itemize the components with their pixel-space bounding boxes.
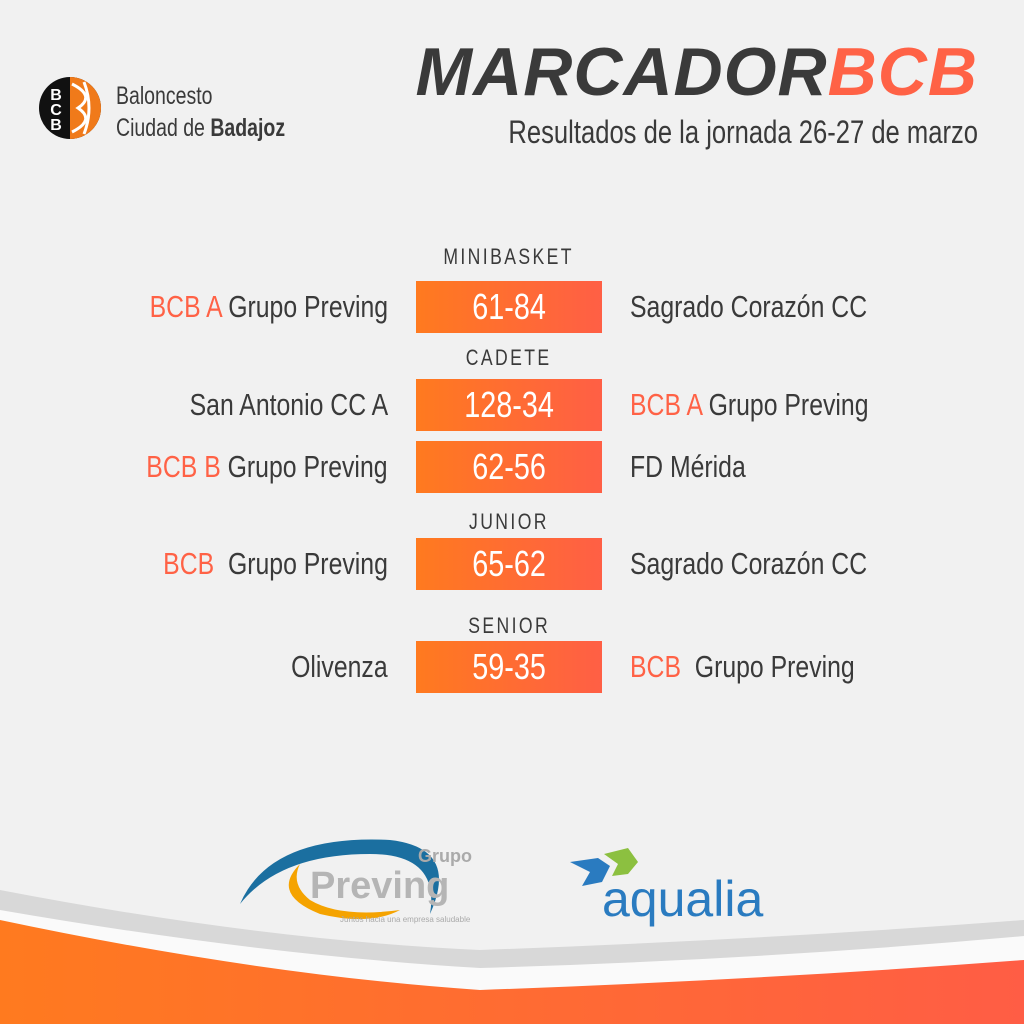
score-box: 59-35: [416, 641, 602, 693]
decorative-wave: [0, 890, 1024, 1024]
club-name-line2: Ciudad de Badajoz: [116, 114, 286, 142]
home-team: San Antonio CC A: [189, 387, 388, 422]
score-box: 62-56: [416, 441, 602, 493]
away-team: BCB Grupo Preving: [630, 649, 855, 684]
category-label: SENIOR: [468, 613, 550, 638]
aqualia-logo: aqualia: [570, 848, 763, 927]
away-team: FD Mérida: [630, 449, 746, 484]
away-team: Sagrado Corazón CC: [630, 289, 868, 324]
preving-logo: Grupo Preving Juntos hacia una empresa s…: [240, 839, 472, 924]
bcb-logo: B C B: [39, 77, 101, 139]
svg-text:C: C: [50, 102, 62, 119]
subtitle: Resultados de la jornada 26-27 de marzo: [508, 114, 978, 150]
score-box: 65-62: [416, 538, 602, 590]
preving-name-text: Preving: [310, 865, 449, 907]
aqualia-text: aqualia: [602, 871, 763, 927]
home-team: BCB Grupo Preving: [163, 546, 388, 581]
page-title: MARCADORBCB: [415, 34, 978, 110]
preving-tagline: Juntos hacia una empresa saludable: [340, 915, 471, 924]
category-label: CADETE: [466, 345, 552, 370]
score-box: 61-84: [416, 281, 602, 333]
category-label: MINIBASKET: [443, 244, 575, 269]
category-label: JUNIOR: [469, 509, 549, 534]
home-team: Olivenza: [291, 649, 388, 684]
svg-text:B: B: [50, 117, 62, 134]
away-team: Sagrado Corazón CC: [630, 546, 868, 581]
club-name-line1: Baloncesto: [116, 82, 213, 110]
preving-group-text: Grupo: [418, 846, 472, 866]
score-box: 128-34: [416, 379, 602, 431]
home-team: BCB A Grupo Preving: [149, 289, 388, 324]
svg-text:B: B: [50, 87, 62, 104]
home-team: BCB B Grupo Preving: [146, 449, 388, 484]
away-team: BCB A Grupo Preving: [630, 387, 869, 422]
